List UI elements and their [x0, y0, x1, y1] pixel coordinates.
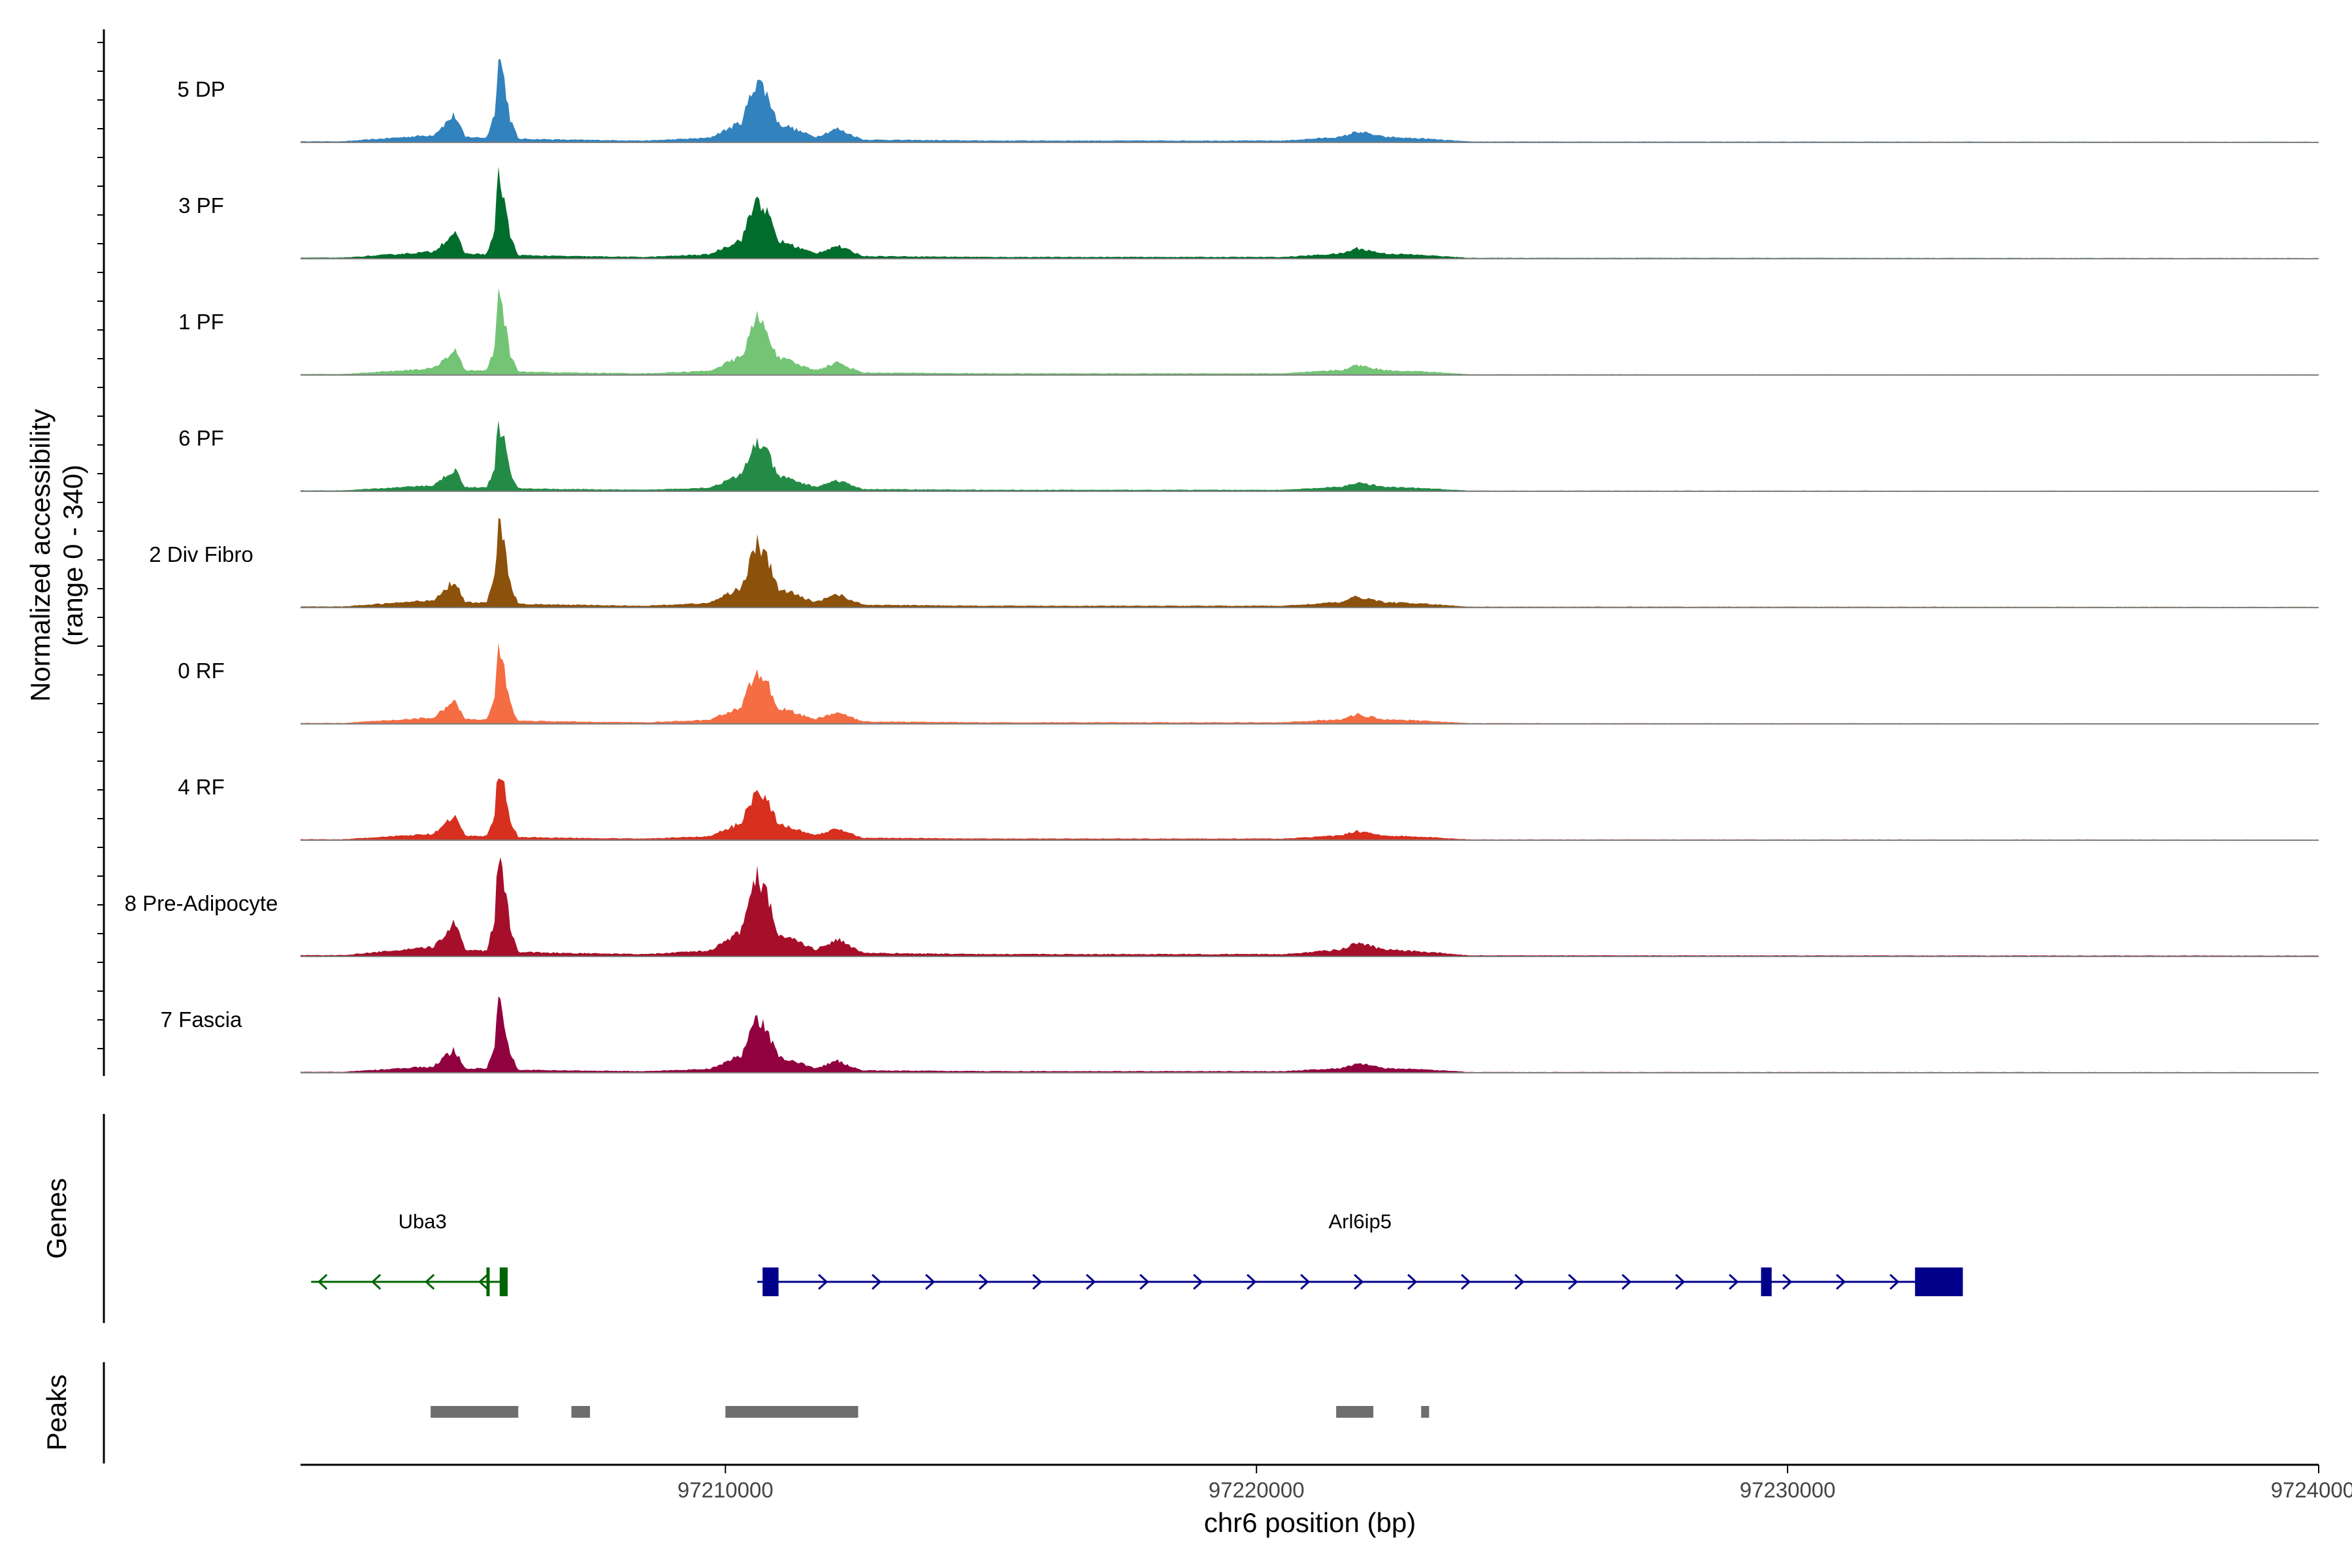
coverage-area [301, 996, 2319, 1073]
x-tick-label: 97240000 [2271, 1478, 2352, 1502]
coverage-area [301, 166, 2319, 259]
strand-arrow [1139, 1273, 1150, 1290]
peak-region [725, 1406, 858, 1418]
genes-axis-label: Genes [41, 1178, 72, 1259]
x-tick-label: 97220000 [1209, 1478, 1305, 1502]
strand-arrow [925, 1273, 936, 1290]
strand-arrow [1675, 1273, 1686, 1290]
x-axis-label: chr6 position (bp) [1204, 1507, 1416, 1538]
strand-arrow [1514, 1273, 1525, 1290]
strand-arrow [1729, 1273, 1739, 1290]
track-label: 3 PF [178, 193, 224, 218]
track-3-pf: 3 PF [178, 166, 2319, 259]
strand-arrow [979, 1273, 989, 1290]
x-tick-label: 97230000 [1740, 1478, 1836, 1502]
strand-arrow [1836, 1273, 1846, 1290]
coverage-area [301, 287, 2319, 375]
gene-label: Arl6ip5 [1328, 1210, 1392, 1233]
x-axis-ticks: 97210000 97220000 97230000 97240000 [678, 1465, 2352, 1502]
gene-label: Uba3 [399, 1210, 447, 1233]
exon [762, 1267, 779, 1296]
coverage-area [301, 420, 2319, 491]
coverage-area [301, 857, 2319, 956]
strand-arrow [1782, 1273, 1793, 1290]
strand-arrow [1193, 1273, 1203, 1290]
track-0-rf: 0 RF [178, 642, 2319, 725]
track-5-dp: 5 DP [177, 59, 2319, 143]
track-label: 8 Pre-Adipocyte [125, 891, 278, 915]
gene-uba3: Uba3 [311, 1210, 508, 1296]
strand-arrow [1568, 1273, 1578, 1290]
peak-region [1421, 1406, 1429, 1418]
track-label: 1 PF [178, 310, 224, 334]
exon [499, 1267, 508, 1296]
coverage-area [301, 778, 2319, 840]
peak-region [571, 1406, 591, 1418]
y-axis-label-line2: (range 0 - 340) [57, 465, 88, 646]
strand-arrow [1300, 1273, 1311, 1290]
coverage-area [301, 517, 2319, 608]
coverage-area [301, 642, 2319, 724]
strand-arrow [1247, 1273, 1257, 1290]
strand-arrow [318, 1273, 328, 1290]
strand-arrow [818, 1273, 828, 1290]
track-label: 7 Fascia [161, 1007, 242, 1032]
strand-arrow [1622, 1273, 1632, 1290]
gene-arl6ip5: Arl6ip5 [757, 1210, 1963, 1296]
track-label: 0 RF [178, 659, 225, 683]
y-axis-label-line1: Normalized accessibility [25, 409, 56, 702]
exon [486, 1267, 490, 1296]
coverage-tracks: 5 DP 3 PF 1 PF 6 PF 2 Div Fibro 0 RF 4 RF 8 Pre… [125, 59, 2319, 1073]
track-6-pf: 6 PF [178, 420, 2319, 492]
strand-arrow [1407, 1273, 1418, 1290]
strand-arrow [1086, 1273, 1096, 1290]
x-tick-label: 97210000 [678, 1478, 774, 1502]
strand-arrow [1461, 1273, 1471, 1290]
strand-arrow [371, 1273, 382, 1290]
strand-arrow [872, 1273, 882, 1290]
coverage-area [301, 59, 2319, 142]
track-label: 5 DP [177, 77, 225, 101]
peaks-axis-label: Peaks [41, 1375, 72, 1451]
strand-arrow [425, 1273, 435, 1290]
peaks-track [431, 1406, 1429, 1418]
track-label: 6 PF [178, 426, 224, 450]
peak-region [431, 1406, 519, 1418]
strand-arrow [1889, 1273, 1900, 1290]
exon [1915, 1267, 1963, 1296]
exon [1761, 1267, 1772, 1296]
peak-region [1336, 1406, 1374, 1418]
track-4-rf: 4 RF [178, 775, 2319, 841]
track-1-pf: 1 PF [178, 287, 2319, 376]
track-2-div-fibro: 2 Div Fibro [149, 517, 2319, 608]
track-label: 2 Div Fibro [149, 542, 253, 566]
coverage-y-axis [97, 29, 105, 1076]
track-label: 4 RF [178, 775, 225, 799]
genes-track: Uba3 Arl6ip5 [311, 1210, 1963, 1296]
strand-arrow [1032, 1273, 1043, 1290]
track-8-pre-adipocyte: 8 Pre-Adipocyte [125, 857, 2319, 957]
strand-arrow [1354, 1273, 1364, 1290]
strand-arrow [478, 1273, 489, 1290]
track-7-fascia: 7 Fascia [161, 996, 2319, 1073]
